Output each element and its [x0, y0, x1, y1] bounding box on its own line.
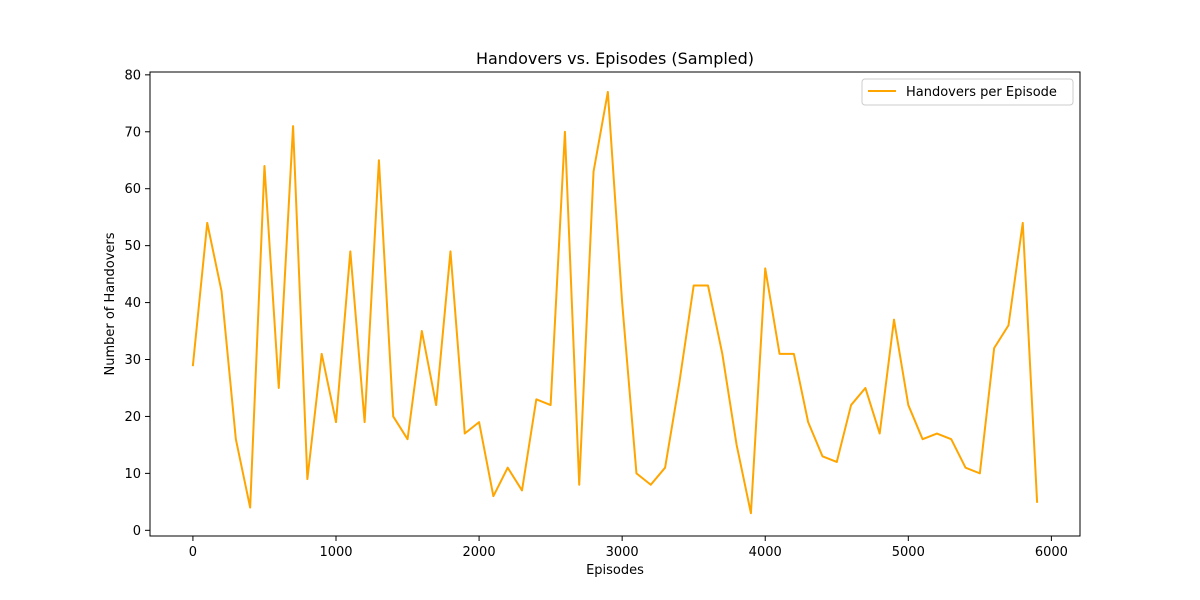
y-tick-label: 0	[133, 524, 141, 539]
y-tick-label: 50	[124, 239, 141, 254]
chart-title: Handovers vs. Episodes (Sampled)	[476, 49, 754, 68]
y-tick-label: 40	[124, 296, 141, 311]
x-tick-label: 5000	[892, 545, 925, 560]
x-tick-label: 1000	[319, 545, 352, 560]
y-axis-label: Number of Handovers	[103, 232, 118, 375]
plot-area	[191, 90, 1039, 515]
x-tick-label: 3000	[606, 545, 639, 560]
x-axis-label: Episodes	[586, 563, 644, 578]
legend-label: Handovers per Episode	[906, 85, 1057, 100]
x-axis: 0 1000 2000 3000 4000 5000 6000	[189, 536, 1068, 560]
y-tick-label: 70	[124, 125, 141, 140]
x-tick-label: 0	[189, 545, 197, 560]
legend-box	[861, 78, 1074, 106]
axes-frame	[149, 71, 1081, 537]
y-tick-label: 20	[124, 410, 141, 425]
legend: Handovers per Episode	[861, 78, 1074, 106]
x-tick-label: 4000	[749, 545, 782, 560]
y-tick-label: 60	[124, 182, 141, 197]
y-tick-label: 30	[124, 353, 141, 368]
y-tick-label: 80	[124, 68, 141, 83]
x-tick-label: 6000	[1035, 545, 1068, 560]
y-tick-label: 10	[124, 467, 141, 482]
series-line	[191, 90, 1039, 515]
y-axis: 0 10 20 30 40 50 60 70 80	[124, 68, 150, 539]
x-tick-label: 2000	[463, 545, 496, 560]
